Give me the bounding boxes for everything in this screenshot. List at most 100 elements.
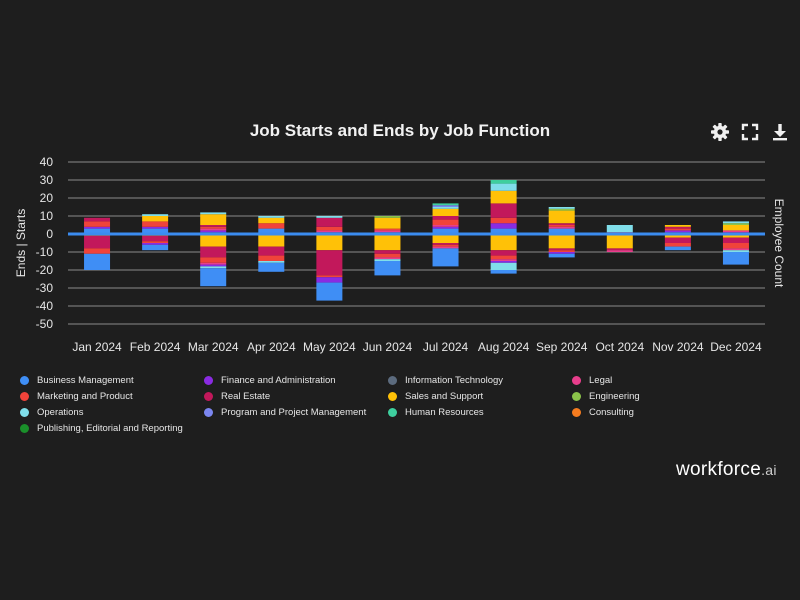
bar-segment (142, 216, 169, 222)
bar-segment (432, 225, 459, 227)
x-tick-label: Aug 2024 (478, 340, 530, 354)
legend-item[interactable]: Consulting (572, 406, 756, 419)
bar-segment (490, 203, 517, 218)
bar-segment (606, 250, 633, 252)
y-tick-label: 40 (40, 155, 54, 169)
settings-button[interactable] (709, 121, 731, 143)
legend-label: Finance and Administration (221, 375, 336, 386)
y-tick-label: 0 (46, 227, 53, 241)
y-tick-label: 30 (40, 173, 54, 187)
bar-segment (316, 216, 343, 218)
bar-segment (258, 228, 285, 234)
bar-segment (432, 208, 459, 216)
legend-item[interactable]: Sales and Support (388, 390, 572, 403)
legend-color-dot (388, 408, 397, 417)
legend-item[interactable]: Engineering (572, 390, 756, 403)
x-tick-label: Nov 2024 (652, 340, 704, 354)
bar-segment (84, 228, 111, 234)
bar-segment (548, 207, 575, 209)
legend-color-dot (388, 376, 397, 385)
bar-segment (316, 277, 343, 283)
bar-segment (316, 226, 343, 231)
bar-segment (548, 228, 575, 234)
legend-item[interactable]: Information Technology (388, 374, 572, 387)
legend-label: Real Estate (221, 391, 271, 402)
bar-segment (490, 228, 517, 234)
download-icon (773, 124, 787, 141)
y2-axis-label: Employee Count (772, 199, 786, 288)
bar-segment (722, 223, 749, 225)
x-tick-label: Dec 2024 (710, 340, 762, 354)
bar-segment (374, 234, 401, 251)
bar-segment (142, 214, 169, 216)
bar-segment (374, 216, 401, 218)
bar-segment (664, 225, 691, 227)
chart-legend: Business Management Finance and Administr… (20, 374, 780, 435)
legend-label: Consulting (589, 407, 634, 418)
download-button[interactable] (769, 121, 791, 143)
bar-segment (200, 268, 227, 287)
legend-item[interactable]: Finance and Administration (204, 374, 388, 387)
bar-segment (142, 243, 169, 245)
bar-segment (548, 234, 575, 249)
y-tick-label: -30 (36, 281, 54, 295)
bar-segment (548, 226, 575, 229)
legend-label: Marketing and Product (37, 391, 133, 402)
legend-item[interactable]: Real Estate (204, 390, 388, 403)
bar-segment (84, 253, 111, 270)
bar-segment (316, 282, 343, 301)
bar-segment (258, 255, 285, 261)
chart-title: Job Starts and Ends by Job Function (249, 121, 551, 140)
bar-segment (664, 226, 691, 229)
bar-segment (664, 243, 691, 247)
bar-segment (548, 253, 575, 258)
x-tick-label: Oct 2024 (595, 340, 644, 354)
legend-label: Legal (589, 375, 613, 386)
y-tick-label: -40 (36, 299, 54, 313)
legend-color-dot (388, 392, 397, 401)
x-tick-label: Jul 2024 (423, 340, 469, 354)
bar-segment (722, 221, 749, 224)
bar-segment (258, 262, 285, 272)
legend-color-dot (204, 376, 213, 385)
legend-label: Program and Project Management (221, 407, 367, 418)
legend-item[interactable]: Publishing, Editorial and Reporting (20, 422, 204, 435)
bar-segment (432, 216, 459, 220)
legend-item[interactable]: Human Resources (388, 406, 572, 419)
bar-segment (142, 226, 169, 229)
legend-item[interactable]: Program and Project Management (204, 406, 388, 419)
chart-toolbar (709, 121, 791, 143)
bar-segment (374, 228, 401, 231)
legend-item[interactable]: Operations (20, 406, 204, 419)
bar-segment (664, 246, 691, 251)
legend-label: Information Technology (405, 375, 504, 386)
fullscreen-button[interactable] (739, 121, 761, 143)
bar-segment (548, 252, 575, 254)
bar-segment (432, 228, 459, 234)
legend-item[interactable]: Business Management (20, 374, 204, 387)
bar-segment (316, 217, 343, 227)
bar-segment (432, 205, 459, 207)
bar-segment (258, 246, 285, 256)
bar-segment (200, 246, 227, 258)
legend-item[interactable]: Marketing and Product (20, 390, 204, 403)
legend-color-dot (20, 376, 29, 385)
y-tick-label: 10 (40, 209, 54, 223)
bar-segment (374, 261, 401, 276)
bar-segment (200, 266, 227, 269)
bar-segment (142, 241, 169, 243)
chart-area: 40 30 20 10 0 -10 -20 -30 -40 -50 Ends | Starts Emp… (14, 155, 786, 354)
bar-segment (664, 237, 691, 243)
legend-color-dot (20, 392, 29, 401)
bar-segment (374, 253, 401, 258)
fullscreen-icon (741, 123, 759, 141)
bar-segment (374, 259, 401, 261)
bar-segment (606, 248, 633, 251)
bar-segment (490, 270, 517, 274)
bar-segment (490, 217, 517, 224)
bar-segment (722, 230, 749, 233)
bar-segment (490, 223, 517, 229)
x-tick-label: Apr 2024 (247, 340, 296, 354)
legend-item[interactable]: Legal (572, 374, 756, 387)
bar-segment (316, 234, 343, 251)
